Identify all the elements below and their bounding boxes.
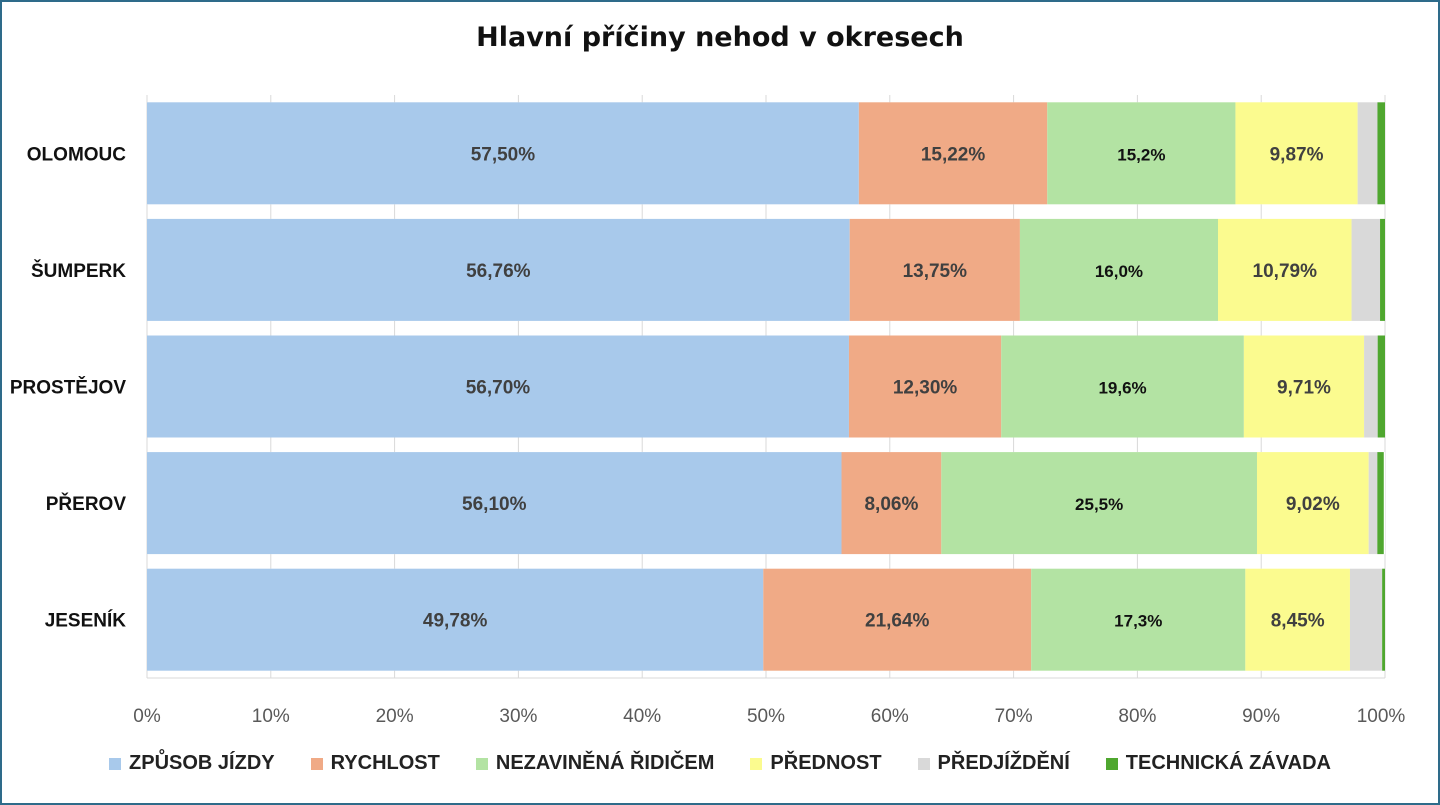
x-tick-label: 90%: [1242, 706, 1280, 727]
x-tick-label: 10%: [252, 706, 290, 727]
bar-segment: [858, 102, 1048, 205]
bar-segment: [1019, 218, 1218, 321]
category-label: PROSTĚJOV: [10, 377, 126, 399]
data-label: 9,02%: [1286, 494, 1340, 515]
x-tick-label: 80%: [1118, 706, 1156, 727]
legend-item: ZPŮSOB JÍZDY: [109, 752, 275, 775]
data-label: 57,50%: [471, 144, 536, 165]
bar-segment: [147, 218, 850, 321]
legend-swatch: [310, 757, 323, 770]
bar-segment: [147, 102, 859, 205]
data-label: 56,10%: [462, 494, 527, 515]
data-label: 8,06%: [864, 494, 918, 515]
data-label: 17,3%: [1114, 612, 1162, 631]
bar-segment: [1349, 568, 1383, 671]
legend-label: TECHNICKÁ ZÁVADA: [1125, 752, 1331, 774]
data-label: 56,76%: [466, 261, 531, 282]
x-tick-label: 30%: [499, 706, 537, 727]
bar-segment: [1047, 102, 1236, 205]
data-label: 21,64%: [865, 611, 930, 632]
data-label: 15,2%: [1117, 145, 1165, 164]
bar-segment: [147, 335, 849, 438]
data-label: 10,79%: [1253, 261, 1318, 282]
data-label: 13,75%: [903, 261, 968, 282]
data-label: 9,71%: [1277, 378, 1331, 399]
data-label: 19,6%: [1098, 379, 1146, 398]
x-tick-label: 50%: [747, 706, 785, 727]
legend-item: PŘEDNOST: [750, 752, 882, 775]
legend-label: PŘEDNOST: [770, 752, 882, 774]
data-label: 12,30%: [893, 378, 958, 399]
legend-item: PŘEDJÍŽDĚNÍ: [917, 752, 1070, 775]
x-tick-label: 40%: [623, 706, 661, 727]
bar-segment: [1380, 218, 1385, 321]
bar-segment: [1377, 335, 1385, 438]
bar-segment: [1256, 452, 1369, 555]
category-label: ŠUMPERK: [31, 260, 126, 282]
legend-label: NEZAVINĚNÁ ŘIDIČEM: [495, 752, 715, 774]
data-label: 16,0%: [1095, 262, 1143, 281]
bar-segment: [1377, 452, 1384, 555]
data-label: 56,70%: [466, 378, 531, 399]
legend-label: ZPŮSOB JÍZDY: [129, 752, 275, 774]
chart-title: Hlavní příčiny nehod v okresech: [476, 22, 964, 53]
bar-segment: [1351, 218, 1381, 321]
legend-label: RYCHLOST: [330, 752, 440, 774]
x-tick-label: 60%: [871, 706, 909, 727]
legend-swatch: [917, 757, 930, 770]
legend-swatch: [109, 757, 122, 770]
bar-segment: [763, 568, 1032, 671]
x-tick-label: 0%: [133, 706, 161, 727]
legend-label: PŘEDJÍŽDĚNÍ: [937, 752, 1070, 774]
legend-swatch: [1105, 757, 1118, 770]
bar-segment: [1368, 452, 1378, 555]
category-label: PŘEROV: [46, 493, 127, 515]
bar-segment: [848, 335, 1002, 438]
legend-item: RYCHLOST: [310, 752, 440, 775]
bar-segment: [849, 218, 1020, 321]
bar-segment: [1245, 568, 1350, 671]
bar-segment: [1001, 335, 1244, 438]
bar-segment: [1357, 102, 1378, 205]
category-label: JESENÍK: [45, 610, 127, 632]
bar-segment: [1377, 102, 1385, 205]
bar-segment: [1217, 218, 1352, 321]
x-tick-label: 20%: [376, 706, 414, 727]
bar-segment: [147, 568, 764, 671]
bar-segment: [841, 452, 942, 555]
x-tick-label: 70%: [995, 706, 1033, 727]
data-label: 15,22%: [921, 144, 986, 165]
data-label: 25,5%: [1075, 495, 1123, 514]
data-label: 9,87%: [1270, 144, 1324, 165]
legend-item: NEZAVINĚNÁ ŘIDIČEM: [475, 752, 715, 775]
legend-swatch: [475, 757, 488, 770]
data-label: 8,45%: [1271, 611, 1325, 632]
legend-item: TECHNICKÁ ZÁVADA: [1105, 752, 1331, 775]
bar-segment: [941, 452, 1257, 555]
x-tick-label: 100%: [1357, 706, 1406, 727]
bar-segment: [1382, 568, 1385, 671]
bar-segment: [1243, 335, 1365, 438]
chart-legend: ZPŮSOB JÍZDY RYCHLOST NEZAVINĚNÁ ŘIDIČEM PŘ…: [0, 752, 1440, 775]
data-label: 49,78%: [423, 611, 488, 632]
bar-segment: [1031, 568, 1246, 671]
bar-segment: [1235, 102, 1358, 205]
legend-swatch: [750, 757, 763, 770]
category-label: OLOMOUC: [27, 144, 126, 165]
bar-segment: [147, 452, 842, 555]
bar-segment: [1364, 335, 1378, 438]
